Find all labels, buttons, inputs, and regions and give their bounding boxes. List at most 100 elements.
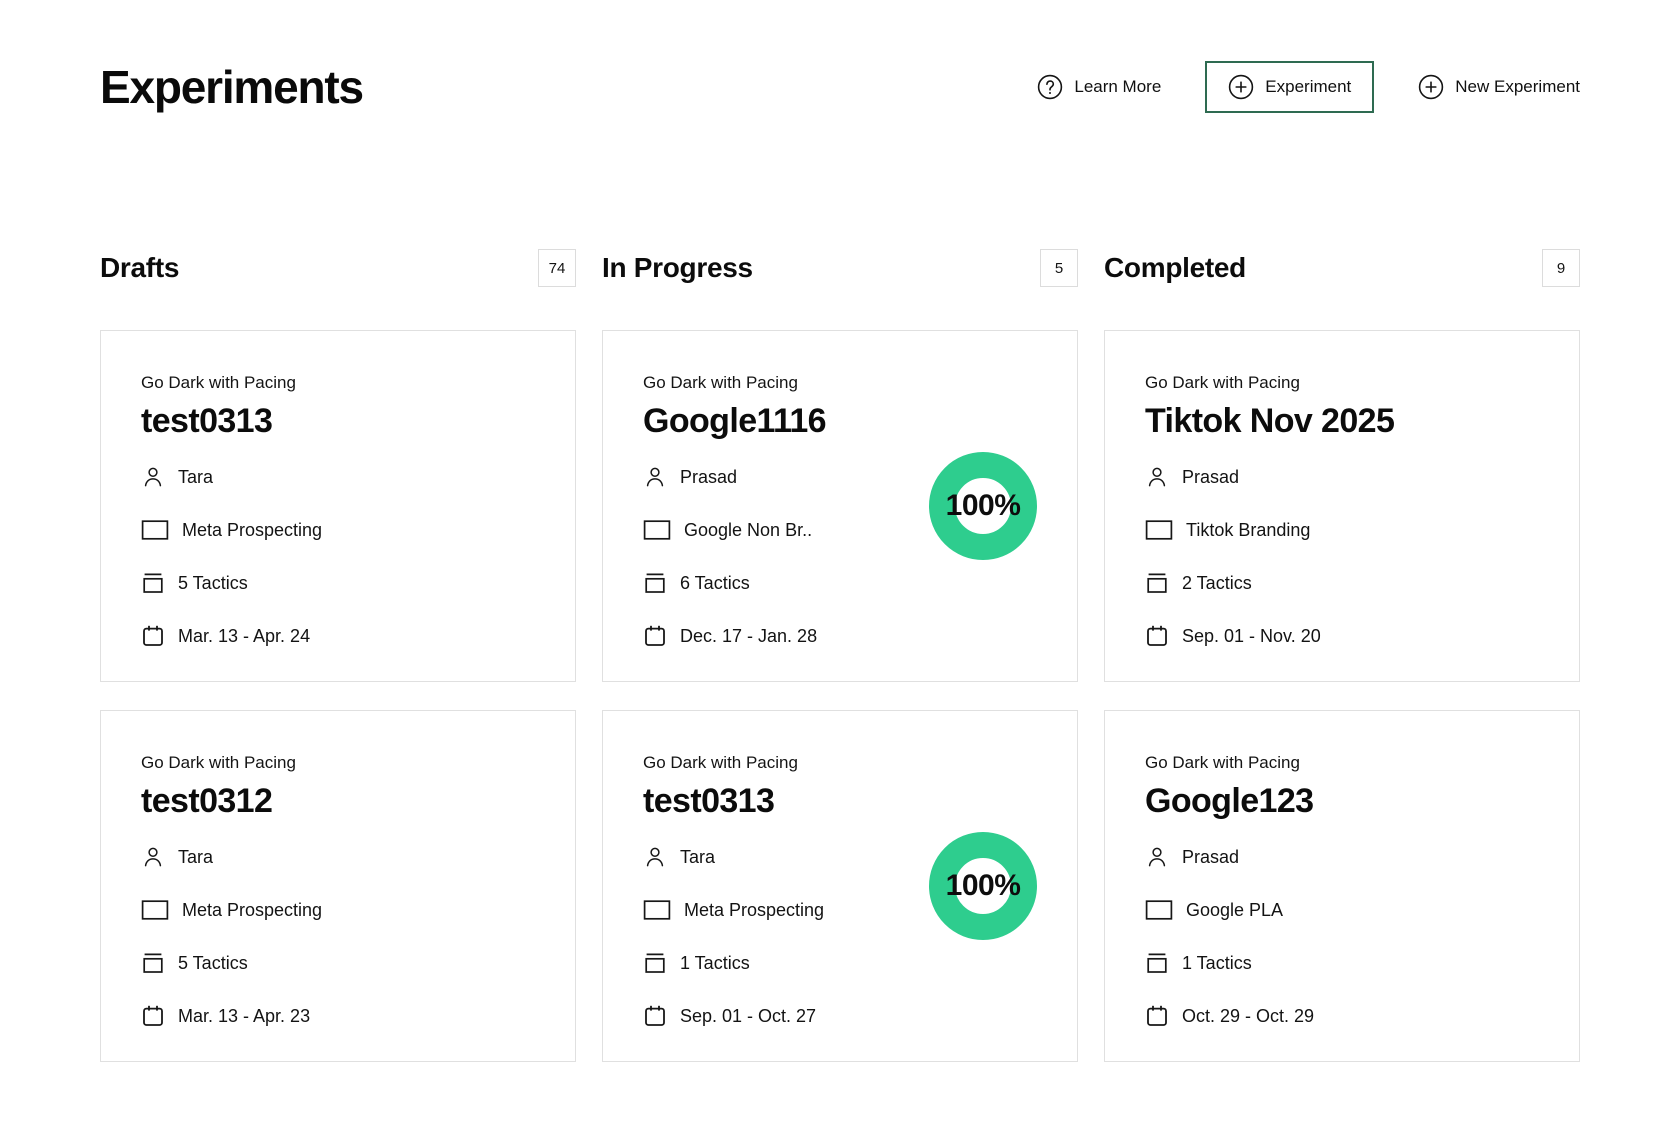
experiment-title: Tiktok Nov 2025 [1145, 402, 1395, 440]
header-actions: Learn More Experiment New Experiment [1037, 61, 1580, 113]
column-header: Drafts 74 [100, 248, 576, 288]
experiments-page: Experiments Learn More Experiment New Ex… [100, 0, 1580, 1062]
tactics-row: 1 Tactics [1145, 951, 1539, 975]
channel-row: Google Non Br.. [643, 518, 1037, 542]
checkbox-icon [643, 898, 671, 922]
column-completed: Completed 9 Go Dark with Pacing Tiktok N… [1104, 248, 1580, 1062]
experiment-card[interactable]: Go Dark with Pacing test0313 Tara Meta P… [100, 330, 576, 682]
column-count-badge: 5 [1040, 249, 1078, 287]
column-header: In Progress 5 [602, 248, 1078, 288]
experiment-type-label: Go Dark with Pacing [1145, 753, 1300, 772]
experiment-card[interactable]: Go Dark with Pacing Tiktok Nov 2025 Pras… [1104, 330, 1580, 682]
tactics-row: 5 Tactics [141, 571, 535, 595]
progress-value: 100% [945, 869, 1021, 902]
card-meta: Tara Meta Prospecting 1 Tactics Sep [643, 845, 1037, 1028]
tactics-count: 1 Tactics [680, 952, 750, 973]
new-experiment-button[interactable]: New Experiment [1418, 74, 1580, 100]
channel-row: Google PLA [1145, 898, 1539, 922]
progress-value: 100% [945, 489, 1021, 522]
column-cards: Go Dark with Pacing test0313 Tara Meta P… [100, 330, 576, 1062]
page-title: Experiments [100, 61, 364, 113]
column-count-badge: 74 [538, 249, 576, 287]
column-count-badge: 9 [1542, 249, 1580, 287]
page-header: Experiments Learn More Experiment New Ex… [100, 0, 1580, 114]
tray-icon [141, 951, 165, 975]
question-icon [1037, 74, 1063, 100]
column-in-progress: In Progress 5 Go Dark with Pacing Google… [602, 248, 1078, 1062]
card-meta: Prasad Tiktok Branding 2 Tactics Se [1145, 465, 1539, 648]
tactics-count: 5 Tactics [178, 952, 248, 973]
tactics-row: 1 Tactics [643, 951, 1037, 975]
channel-name: Tiktok Branding [1186, 519, 1311, 540]
checkbox-icon [1145, 898, 1173, 922]
channel-row: Tiktok Branding [1145, 518, 1539, 542]
owner-row: Tara [141, 845, 535, 869]
experiment-card[interactable]: Go Dark with Pacing test0313 Tara Meta P… [602, 710, 1078, 1062]
calendar-icon [141, 624, 165, 648]
owner-row: Prasad [1145, 465, 1539, 489]
date-range: Mar. 13 - Apr. 23 [178, 1005, 311, 1026]
experiment-type-label: Go Dark with Pacing [141, 373, 296, 392]
tactics-count: 6 Tactics [680, 572, 750, 593]
plus-icon [1418, 74, 1444, 100]
person-icon [1145, 465, 1169, 489]
owner-row: Tara [643, 845, 1037, 869]
date-range: Oct. 29 - Oct. 29 [1182, 1005, 1315, 1026]
tray-icon [643, 571, 667, 595]
dates-row: Mar. 13 - Apr. 24 [141, 624, 535, 648]
column-header: Completed 9 [1104, 248, 1580, 288]
channel-name: Meta Prospecting [182, 899, 323, 920]
experiment-title: test0312 [141, 782, 273, 820]
experiment-label: Experiment [1265, 77, 1352, 96]
calendar-icon [643, 1004, 667, 1028]
card-meta: Prasad Google Non Br.. 6 Tactics De [643, 465, 1037, 648]
experiment-card[interactable]: Go Dark with Pacing Google1116 Prasad Go… [602, 330, 1078, 682]
calendar-icon [1145, 624, 1169, 648]
tactics-row: 2 Tactics [1145, 571, 1539, 595]
checkbox-icon [141, 518, 169, 542]
tray-icon [1145, 571, 1169, 595]
new-experiment-label: New Experiment [1455, 77, 1580, 96]
person-icon [141, 465, 165, 489]
dates-row: Sep. 01 - Nov. 20 [1145, 624, 1539, 648]
experiment-title: Google123 [1145, 782, 1314, 820]
owner-name: Prasad [680, 466, 738, 487]
card-meta: Tara Meta Prospecting 5 Tactics Mar [141, 845, 535, 1028]
owner-name: Tara [178, 846, 214, 867]
experiment-card[interactable]: Go Dark with Pacing test0312 Tara Meta P… [100, 710, 576, 1062]
owner-name: Prasad [1182, 846, 1240, 867]
person-icon [643, 465, 667, 489]
person-icon [1145, 845, 1169, 869]
person-icon [141, 845, 165, 869]
dates-row: Oct. 29 - Oct. 29 [1145, 1004, 1539, 1028]
tactics-count: 1 Tactics [1182, 952, 1252, 973]
tactics-count: 5 Tactics [178, 572, 248, 593]
column-title: In Progress [602, 252, 753, 283]
owner-name: Tara [680, 846, 716, 867]
plus-icon [1228, 74, 1254, 100]
tactics-count: 2 Tactics [1182, 572, 1252, 593]
experiment-title: test0313 [643, 782, 775, 820]
channel-name: Meta Prospecting [684, 899, 825, 920]
learn-more-label: Learn More [1074, 77, 1162, 96]
dates-row: Mar. 13 - Apr. 23 [141, 1004, 535, 1028]
checkbox-icon [643, 518, 671, 542]
dates-row: Sep. 01 - Oct. 27 [643, 1004, 1037, 1028]
learn-more-button[interactable]: Learn More [1037, 74, 1161, 100]
column-cards: Go Dark with Pacing Google1116 Prasad Go… [602, 330, 1078, 1062]
progress-donut: 100% [929, 452, 1037, 560]
experiment-card[interactable]: Go Dark with Pacing Google123 Prasad Goo… [1104, 710, 1580, 1062]
dates-row: Dec. 17 - Jan. 28 [643, 624, 1037, 648]
tray-icon [1145, 951, 1169, 975]
experiment-button[interactable]: Experiment [1205, 61, 1375, 113]
experiment-type-label: Go Dark with Pacing [643, 753, 798, 772]
channel-row: Meta Prospecting [141, 898, 535, 922]
date-range: Mar. 13 - Apr. 24 [178, 625, 311, 646]
channel-row: Meta Prospecting [643, 898, 1037, 922]
column-drafts: Drafts 74 Go Dark with Pacing test0313 T… [100, 248, 576, 1062]
tray-icon [643, 951, 667, 975]
date-range: Sep. 01 - Oct. 27 [680, 1005, 817, 1026]
owner-row: Prasad [643, 465, 1037, 489]
card-meta: Prasad Google PLA 1 Tactics Oct. 29 [1145, 845, 1539, 1028]
channel-row: Meta Prospecting [141, 518, 535, 542]
